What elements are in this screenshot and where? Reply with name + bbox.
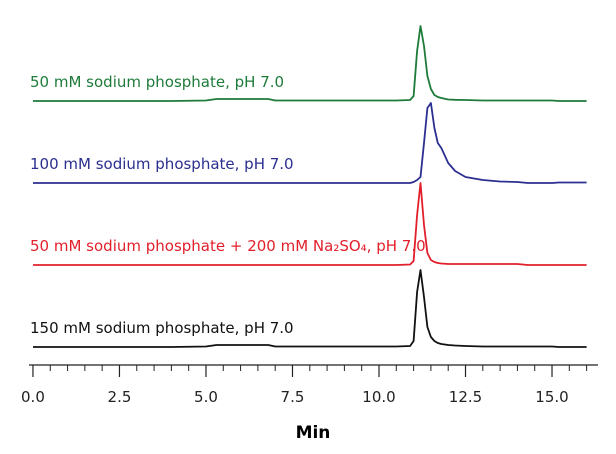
trace (33, 269, 587, 348)
x-tick-label: 2.5 (108, 388, 132, 406)
x-tick-label: 5.0 (194, 388, 218, 406)
x-tick-label: 0.0 (21, 388, 45, 406)
trace (33, 25, 587, 102)
trace-label: 50 mM sodium phosphate, pH 7.0 (30, 73, 284, 91)
x-tick-label: 10.0 (362, 388, 395, 406)
trace-label: 150 mM sodium phosphate, pH 7.0 (30, 319, 294, 337)
x-axis-label: Min (296, 423, 331, 443)
trace (33, 102, 587, 184)
x-tick-label: 7.5 (281, 388, 305, 406)
trace (33, 182, 587, 266)
x-tick-label: 15.0 (535, 388, 568, 406)
x-tick-label: 12.5 (449, 388, 482, 406)
trace-label: 100 mM sodium phosphate, pH 7.0 (30, 155, 294, 173)
trace-label: 50 mM sodium phosphate + 200 mM Na₂SO₄, … (30, 237, 426, 255)
